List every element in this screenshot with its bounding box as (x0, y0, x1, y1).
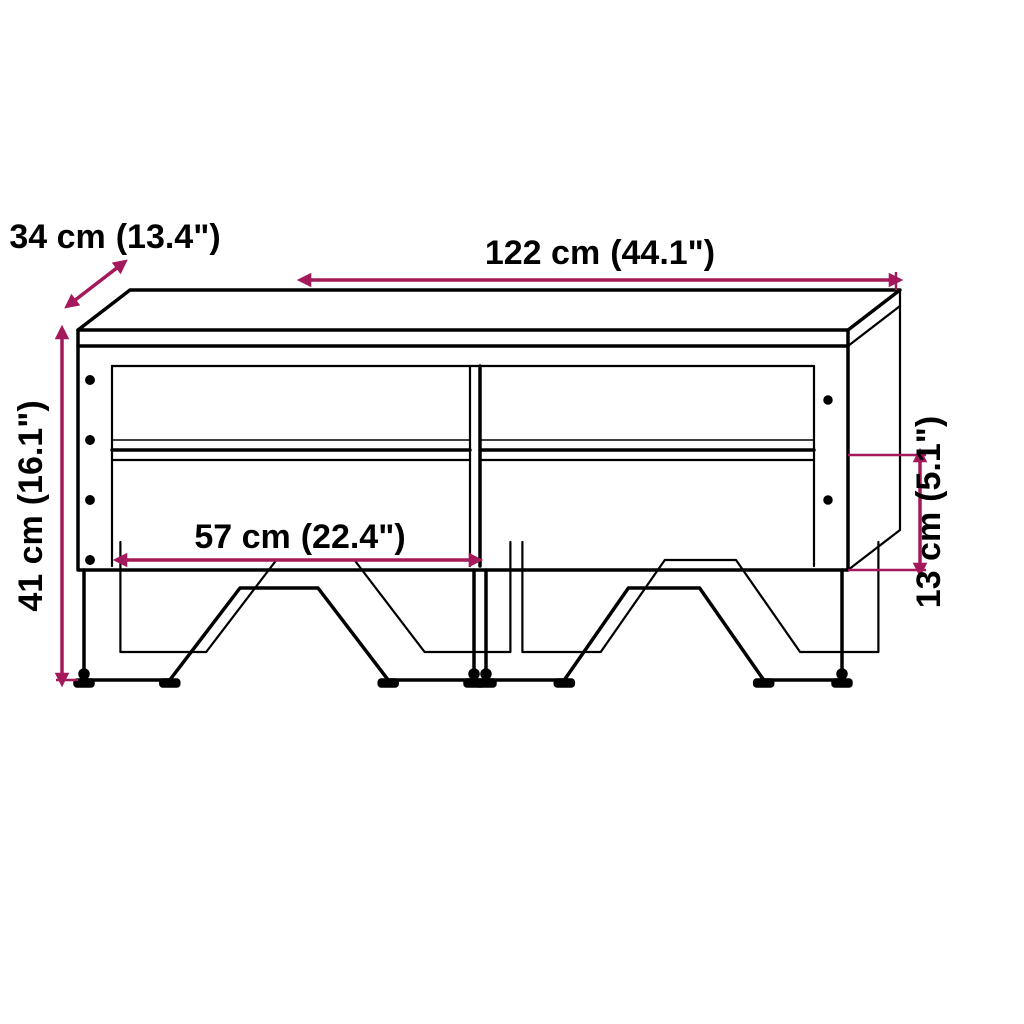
dim-inner_width-label: 57 cm(22.4") (194, 518, 405, 556)
furniture-outline (75, 290, 900, 686)
dim-depth-label: 34 cm(13.4") (9, 218, 220, 256)
dim-height-label: 41 cm(16.1") (12, 400, 50, 611)
dim-shelf_height-label: 13 cm(5.1") (910, 416, 948, 608)
dim-width-label: 122 cm(44.1") (485, 234, 715, 272)
